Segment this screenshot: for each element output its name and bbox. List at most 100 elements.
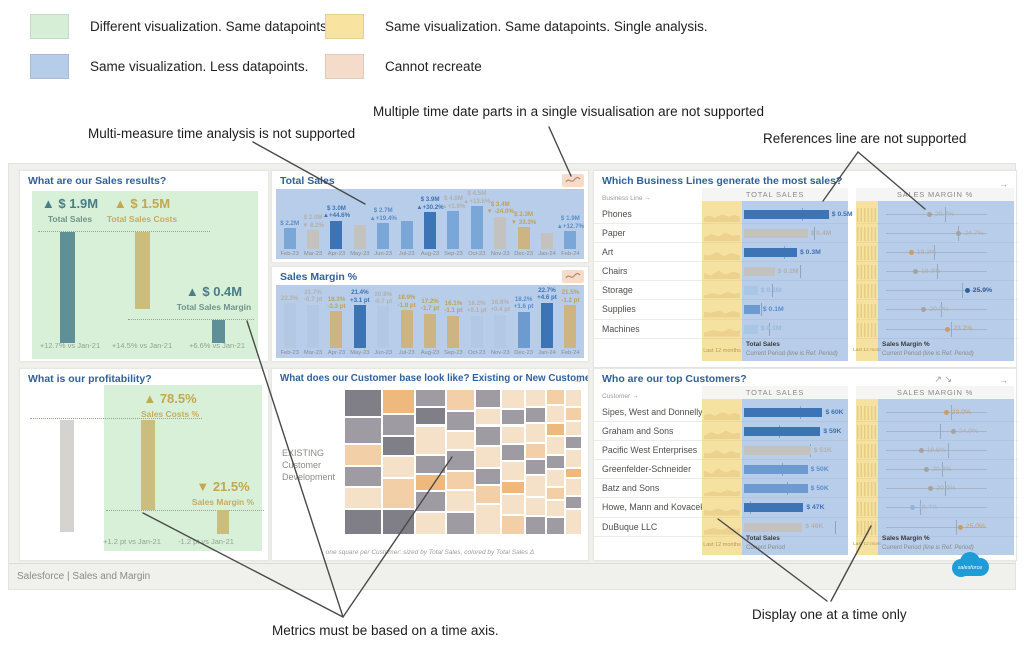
total-sales-chart-area[interactable]: $ 2.2M Feb-23 $ 2.0M ▼ 8.2% Mar-23 $ 3.0M ▲+44… [276,189,584,259]
time-bar-column[interactable]: Jul-23 [395,220,418,259]
bar[interactable] [744,248,797,258]
time-bar-column[interactable]: $ 2.2M Feb-23 [278,220,301,259]
margin-dot-cell[interactable]: 20.3% [878,460,1018,480]
treemap-cell[interactable] [344,416,383,445]
dot[interactable] [918,448,924,454]
treemap-cell[interactable] [415,473,447,492]
sales-bar-cell[interactable]: $ 59K [742,422,848,442]
treemap-cell[interactable] [546,454,566,470]
treemap-cell[interactable] [446,470,475,490]
treemap-cell[interactable] [501,409,525,426]
bar[interactable] [744,305,760,315]
treemap-cell[interactable] [565,448,582,468]
time-bar-column[interactable]: 22.3% Feb-23 [278,295,301,358]
sales-bar-cell[interactable]: $ 0.1M [742,300,848,320]
trend-line-icon[interactable] [562,174,584,187]
bar[interactable] [400,221,413,249]
treemap-cell[interactable] [474,445,502,468]
treemap-cell[interactable] [524,459,547,476]
bar[interactable] [744,446,811,456]
time-bar-column[interactable]: $ 2.3M ▼ 33.3% Dec-23 [511,211,536,259]
time-bar-column[interactable]: 17.2% -1.7 pt Aug-23 [418,298,441,358]
table-row[interactable]: Chairs $ 0.2M 18.9% [594,262,1018,282]
treemap-cell[interactable] [501,389,525,410]
treemap-cell[interactable] [474,425,502,446]
treemap-cell[interactable] [382,508,416,535]
treemap-cell[interactable] [524,516,547,535]
treemap-cell[interactable] [446,489,475,512]
sales-bar-cell[interactable]: $ 0.3M [742,243,848,263]
sales-bar-cell[interactable]: $ 0.4M [742,224,848,244]
treemap-cell[interactable] [565,495,582,509]
margin-dot-cell[interactable]: 18.9% [878,262,1018,282]
bar[interactable] [424,313,437,348]
dot[interactable] [910,505,916,511]
treemap-cell[interactable] [546,422,566,436]
bar[interactable] [744,324,758,334]
treemap-cell[interactable] [344,508,383,535]
treemap-cell[interactable] [446,410,475,432]
time-bar-column[interactable]: 16.6% +0.4 pt Nov-23 [489,299,512,358]
bar[interactable] [470,315,483,348]
dot[interactable] [921,307,927,313]
margin-dot-cell[interactable]: 23.0% [878,403,1018,423]
margin-dot-cell[interactable]: 18.4% [878,498,1018,518]
treemap-cell[interactable] [474,485,502,505]
treemap-cell[interactable] [415,406,447,426]
treemap-cell[interactable] [344,486,383,509]
time-bar-column[interactable]: $ 3.4M ▼ -24.0% Nov-23 [486,201,513,259]
time-bar-column[interactable]: $ 4.0M ▲+1.9% Sep-23 [442,195,466,259]
margin-dot-cell[interactable]: 20.7% [878,205,1018,225]
treemap-cell[interactable] [382,435,416,457]
treemap-cell[interactable] [344,444,383,467]
bar[interactable] [307,304,320,348]
treemap-cell[interactable] [546,435,566,455]
bar[interactable] [744,522,803,532]
table-row[interactable]: Machines $ 0.1M 23.2% [594,320,1018,339]
margin-dot-cell[interactable]: 24.7% [878,224,1018,244]
time-bar-column[interactable]: 22.7% +4.6 pt Jan-24 [535,287,558,358]
kpi-bar-sales-costs[interactable] [135,232,150,309]
bar[interactable] [353,305,366,348]
trend-line-icon[interactable] [562,270,584,283]
bar[interactable] [744,484,808,494]
table-row[interactable]: Supplies $ 0.1M 20.0% [594,300,1018,320]
kpi-bar-sales-margin[interactable] [212,320,225,343]
dot[interactable] [945,326,951,332]
bar[interactable] [283,303,296,348]
treemap-cell[interactable] [501,494,525,515]
treemap-cell[interactable] [415,425,447,455]
sales-margin-chart-area[interactable]: 22.3% Feb-23 21.7% -0.7 pt Mar-23 18.3% -3.3 p… [276,285,584,358]
time-bar-column[interactable]: 21.7% -0.7 pt Mar-23 [301,289,324,358]
table-row[interactable]: Batz and Sons $ 50K 20.9% [594,479,1018,499]
treemap-cell[interactable] [524,475,547,498]
time-bar-column[interactable]: 18.2% +1.6 pt Dec-23 [512,296,535,358]
table-row[interactable]: Art $ 0.3M 18.3% [594,243,1018,263]
treemap-cell[interactable] [446,450,475,471]
treemap-cell[interactable] [546,469,566,487]
margin-dot-cell[interactable]: 25.9% [878,281,1018,301]
treemap-cell[interactable] [524,422,547,444]
treemap-cell[interactable] [382,478,416,509]
treemap-cell[interactable] [565,406,582,422]
time-bar-column[interactable]: 16.1% -1.1 pt Sep-23 [442,300,465,358]
time-bar-column[interactable]: $ 2.7M ▲+19.4% Jun-23 [370,207,397,259]
table-row[interactable]: Storage $ 0.1M 25.9% [594,281,1018,301]
treemap-cell[interactable] [382,456,416,479]
dot[interactable] [928,486,934,492]
sales-bar-cell[interactable]: $ 51K [742,441,848,461]
bar[interactable] [400,310,413,348]
bar[interactable] [540,302,553,348]
bar[interactable] [377,306,390,348]
sales-bar-cell[interactable]: $ 50K [742,479,848,499]
treemap-cell[interactable] [565,478,582,496]
arrow-right-icon[interactable]: → [999,179,1008,189]
treemap-cell[interactable] [546,486,566,500]
treemap-cell[interactable] [501,460,525,481]
dot[interactable] [956,231,962,237]
bar[interactable] [564,305,577,348]
bar[interactable] [377,223,390,249]
sales-bar-cell[interactable]: $ 0.5M [742,205,853,225]
bar[interactable] [540,232,553,249]
treemap-cell[interactable] [382,389,416,414]
